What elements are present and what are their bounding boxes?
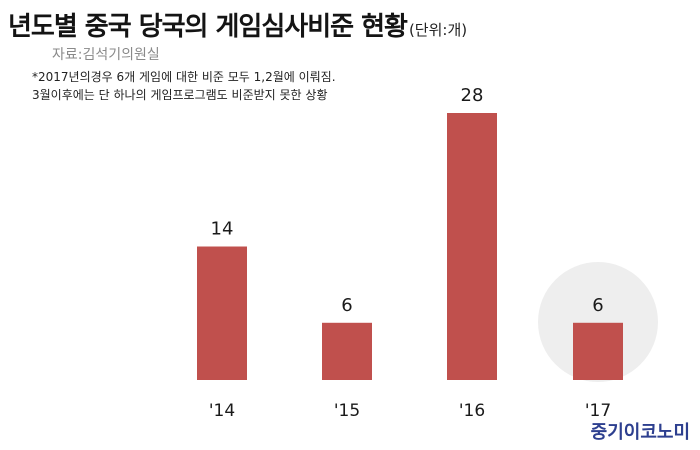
data-label-0: 14: [211, 219, 234, 240]
chart-header: 년도별 중국 당국의 게임심사비준 현황 (단위:개): [8, 6, 467, 43]
bar-0: [197, 246, 247, 380]
bar-2: [447, 113, 497, 380]
data-label-2: 28: [461, 85, 484, 106]
highlight-circle: [538, 262, 658, 382]
source-label: 자료:김석기의원실: [52, 47, 160, 63]
unit-label: (단위:개): [408, 21, 468, 39]
chart-title: 년도별 중국 당국의 게임심사비준 현황: [8, 12, 408, 42]
x-tick-label-3: '17: [585, 401, 611, 421]
note-line-2: 3월이후에는 단 하나의 게임프로그램도 비준받지 못한 상황: [32, 88, 328, 102]
bar-1: [322, 322, 372, 380]
x-tick-label-0: '14: [209, 401, 235, 421]
x-tick-label-2: '16: [459, 401, 485, 421]
note-line-1: *2017년의경우 6개 게임에 대한 비준 모두 1,2월에 이뤄짐.: [32, 70, 336, 84]
brand-logo: 중기이코노미: [590, 422, 690, 443]
data-label-3: 6: [592, 295, 603, 316]
x-tick-label-1: '15: [334, 401, 360, 421]
data-label-1: 6: [341, 295, 352, 316]
bar-3: [573, 322, 623, 380]
